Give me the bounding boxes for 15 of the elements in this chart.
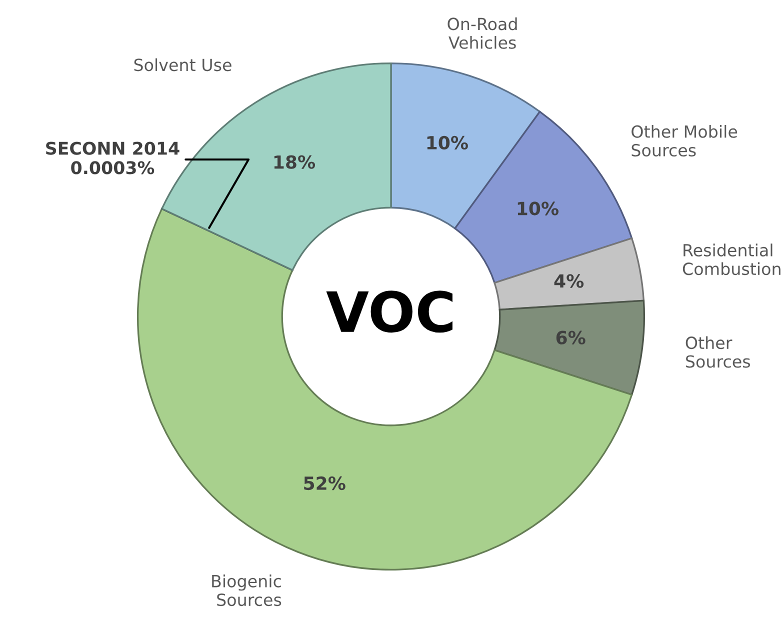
text: VOC xyxy=(326,290,452,333)
slice-label: Residential Combustion xyxy=(682,244,780,276)
data-label: 52% xyxy=(304,476,346,490)
data-label: 6% xyxy=(556,330,586,344)
data-label: 10% xyxy=(427,136,468,150)
data-label: 18% xyxy=(274,155,316,169)
slice-label: Solvent Use xyxy=(134,58,232,72)
data-label: 4% xyxy=(554,274,584,288)
data-label: 10% xyxy=(518,202,558,216)
data-label: 0.0003% xyxy=(71,161,154,174)
slice-label: Biogenic Sources xyxy=(212,574,282,606)
slice-label: SECONN 2014 xyxy=(46,142,180,155)
slice-label: Other Sources xyxy=(686,336,750,368)
slice-label: Other Mobile Sources xyxy=(632,124,738,157)
slice-label: On-Road Vehicles xyxy=(448,17,517,49)
